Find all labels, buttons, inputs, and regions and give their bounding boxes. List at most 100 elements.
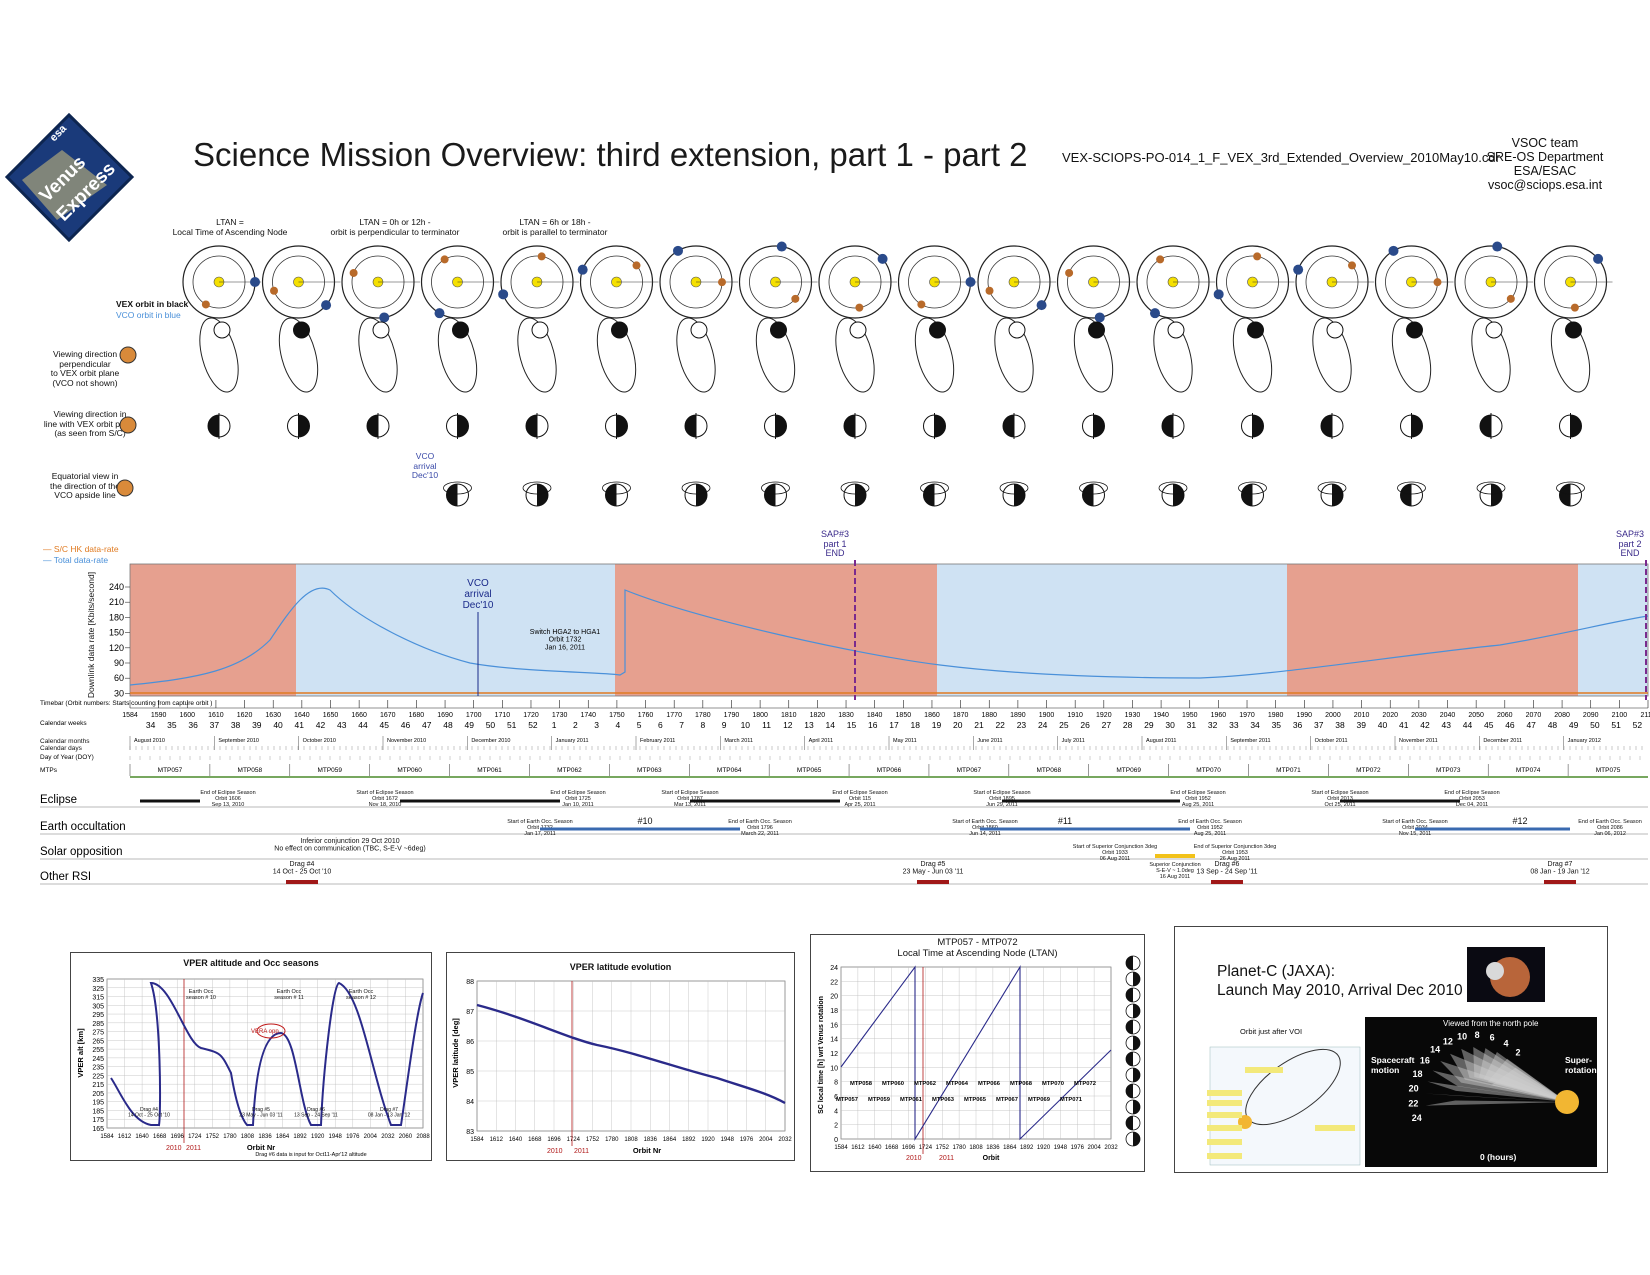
venus-shadow-icon — [1252, 415, 1264, 437]
venus-shadow-icon — [934, 415, 946, 437]
calendar-week: 28 — [1123, 720, 1133, 730]
view-wedge — [1479, 1048, 1567, 1102]
orbit-number: 1980 — [1268, 712, 1284, 719]
venus-shadow-icon — [1133, 1100, 1140, 1114]
y-tick-label: 185 — [92, 1108, 104, 1115]
sap-part2-end-label: SAP#3 part 2 END — [1615, 529, 1645, 558]
x-tick-label: 1780 — [223, 1134, 237, 1140]
calendar-month: February 2011 — [640, 738, 675, 744]
calendar-week: 36 — [188, 720, 198, 730]
vex-orbit-ellipse — [517, 317, 557, 393]
orbit-number: 1970 — [1239, 712, 1255, 719]
orbit-number: 2090 — [1583, 712, 1599, 719]
calendar-month: December 2011 — [1483, 738, 1522, 744]
superior-conjunction-bar — [1155, 854, 1195, 858]
orbit-number: 2070 — [1526, 712, 1542, 719]
earth-icon — [1593, 253, 1604, 264]
eclipse-event: End of Eclipse Season Orbit 1952 Aug 25, 2… — [1170, 790, 1225, 808]
calendar-week: 4 — [616, 720, 621, 730]
solar-event: Superior Conjunction S-E-V ~ 1.0deg 16 Aug… — [1149, 862, 1200, 880]
x-tick-label: 1976 — [346, 1134, 360, 1140]
x-tick-label: 1752 — [936, 1145, 950, 1151]
orbit-number: 1584 — [122, 712, 138, 719]
dial-number: 10 — [1457, 1031, 1467, 1041]
x-tick-label: 1892 — [682, 1137, 696, 1143]
calendar-month: January 2011 — [556, 738, 589, 744]
view-wedge — [1425, 1100, 1567, 1106]
calendar-week: 12 — [783, 720, 793, 730]
vex-orbit-ellipse — [835, 317, 875, 393]
vco-orbit-ellipse — [1317, 481, 1347, 495]
venus-icon — [349, 268, 358, 277]
season-zone — [615, 564, 937, 696]
orbit-number: 2110 — [1640, 712, 1650, 719]
x-tick-label: 1948 — [721, 1137, 735, 1143]
occ-event: End of Earth Occ. Season Orbit 1952 Aug 25… — [1178, 819, 1242, 837]
calendar-week: 18 — [911, 720, 921, 730]
mtp-label: MTP065 — [964, 1097, 987, 1103]
vper-latitude-series — [476, 1003, 786, 1105]
x-tick-label: 1668 — [528, 1137, 542, 1143]
venus-shadow-icon — [1126, 1116, 1133, 1130]
dial-number: 16 — [1420, 1056, 1430, 1066]
orbit-number: 1700 — [466, 712, 482, 719]
orbit-number: 1900 — [1039, 712, 1055, 719]
season-zone — [1578, 564, 1648, 696]
calendar-week: 44 — [1463, 720, 1473, 730]
venus-phase-icon — [1088, 321, 1105, 339]
lower-row-label: Other RSI — [40, 871, 91, 883]
ltan-series — [840, 965, 1112, 1141]
north-pole-caption: Viewed from the north pole — [1443, 1019, 1539, 1028]
calendar-week: 2 — [573, 720, 578, 730]
orbit-number: 1600 — [179, 712, 195, 719]
calendar-week: 40 — [273, 720, 283, 730]
venus-phase-icon — [372, 321, 390, 339]
orbit-number: 1620 — [237, 712, 253, 719]
calendar-week: 27 — [1102, 720, 1112, 730]
venus-shadow-icon — [1003, 415, 1014, 437]
x-tick-label: 1640 — [135, 1134, 149, 1140]
calendar-week: 41 — [295, 720, 305, 730]
x-tick-label: 1752 — [586, 1137, 600, 1143]
vco-orbit-ellipse — [761, 481, 790, 495]
y-tick-label: 8 — [834, 1080, 838, 1087]
mtp-label: MTP071 — [1276, 767, 1301, 774]
drag-campaign-bar — [917, 880, 949, 884]
earth-icon — [434, 308, 445, 319]
mtp-label: MTP069 — [1116, 767, 1141, 774]
calendar-week: 39 — [1357, 720, 1367, 730]
calendar-week: 14 — [826, 720, 836, 730]
vex-orbit-ellipse — [1391, 317, 1432, 393]
y-tick-label: 83 — [466, 1129, 474, 1136]
venus-icon — [985, 286, 994, 295]
x-tick-label: 1836 — [986, 1145, 1000, 1151]
dial-number: 2 — [1516, 1047, 1521, 1057]
venus-shadow-icon — [696, 484, 707, 506]
switch-hga-label: Switch HGA2 to HGA1 Orbit 1732 Jan 16, 201… — [530, 629, 601, 651]
mtp-label: MTP067 — [996, 1097, 1018, 1103]
calendar-week: 38 — [231, 720, 241, 730]
venus-shadow-icon — [1133, 1068, 1140, 1082]
vex-orbit-ellipse — [755, 317, 796, 393]
calendar-week: 34 — [1250, 720, 1260, 730]
calendar-month: January 2012 — [1568, 738, 1601, 744]
x-tick-label: 1696 — [171, 1134, 185, 1140]
x-tick-label: 1584 — [100, 1134, 114, 1140]
venus-shadow-icon — [537, 484, 548, 506]
calendar-week: 7 — [679, 720, 684, 730]
ltan-label-definition: LTAN = Local Time of Ascending Node — [172, 217, 288, 237]
earth-icon — [965, 277, 976, 287]
y-tick-label: 235 — [92, 1065, 104, 1072]
document-reference: VEX-SCIOPS-PO-014_1_F_VEX_3rd_Extended_O… — [1062, 150, 1500, 165]
calendar-week: 32 — [1208, 720, 1218, 730]
vco-orbit-ellipse — [920, 481, 949, 495]
view-wedge — [1440, 1061, 1567, 1102]
calendar-week: 39 — [252, 720, 262, 730]
mission-timeline-chart: Downlink data rate [Kbits/second] 2402101… — [40, 560, 1650, 885]
annotation-label: Drag #7 08 Jan - 13 Jan '12 — [368, 1107, 411, 1119]
venus-shadow-icon — [1133, 1004, 1140, 1018]
venus-shadow-icon — [526, 415, 537, 437]
team-name: VSOC team — [1511, 136, 1579, 150]
mtp-label: MTP070 — [1196, 767, 1221, 774]
venus-shadow-icon — [1126, 1052, 1133, 1066]
